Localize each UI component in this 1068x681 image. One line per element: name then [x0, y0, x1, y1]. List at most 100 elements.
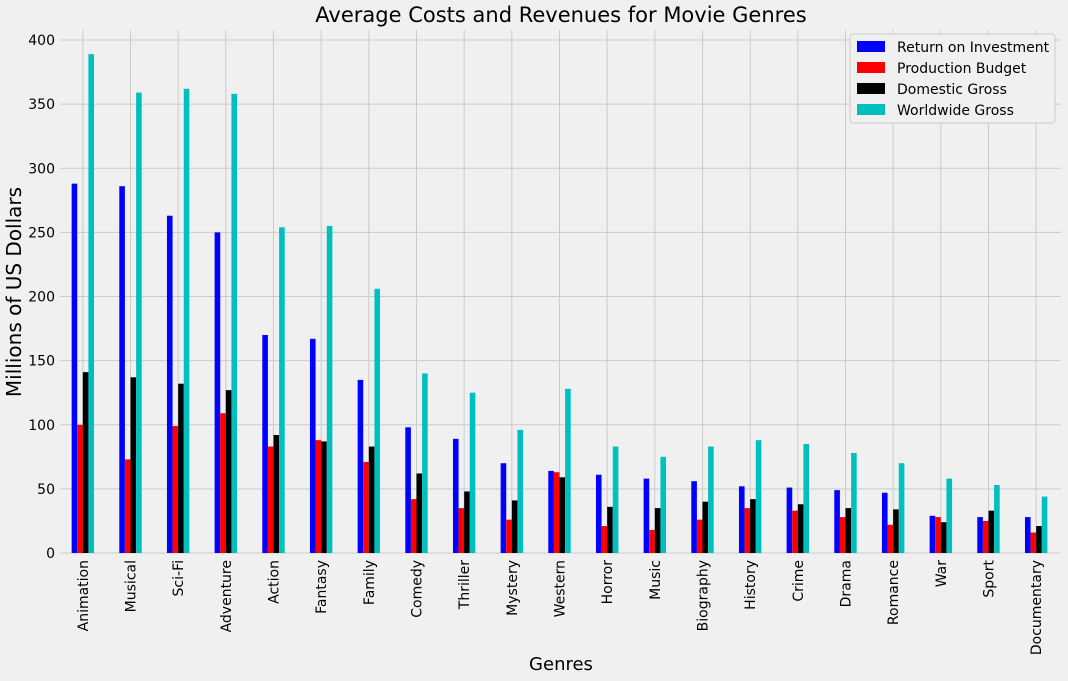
y-tick-label: 150 [28, 354, 55, 370]
bar [262, 334, 268, 553]
legend-label: Domestic Gross [897, 82, 1007, 98]
bar [595, 474, 602, 553]
bar [267, 446, 274, 553]
bar [225, 390, 232, 553]
bar [786, 487, 793, 553]
x-tick-label: Western [553, 560, 569, 617]
bar [231, 93, 238, 554]
legend: Return on Investment Production Budget Dom… [849, 33, 1056, 124]
y-tick-label: 0 [46, 546, 55, 562]
y-tick-label: 400 [28, 33, 55, 49]
x-tick-label: Sport [982, 559, 998, 597]
bar [1024, 517, 1031, 553]
bar [326, 225, 333, 553]
x-tick-label: Animation [76, 560, 92, 631]
bar [649, 529, 655, 553]
bar [548, 470, 554, 553]
bar [691, 481, 697, 553]
x-tick-label: History [743, 560, 759, 610]
bar [469, 392, 476, 553]
bar [220, 413, 226, 553]
x-tick-label: Thriller [457, 560, 473, 610]
bar [1036, 526, 1042, 553]
legend-swatch [857, 41, 885, 52]
y-tick-label: 100 [28, 418, 55, 434]
x-tick-label: Adventure [219, 560, 235, 632]
legend-label: Production Budget [897, 61, 1027, 77]
bar [368, 446, 375, 553]
bar [422, 373, 428, 553]
legend-box [849, 33, 1056, 124]
legend-label: Return on Investment [897, 40, 1050, 56]
bar [315, 440, 322, 553]
bar [803, 443, 810, 553]
bar [273, 435, 280, 553]
bar [696, 519, 703, 553]
bar [559, 477, 566, 553]
bar [982, 520, 989, 553]
bar [660, 456, 667, 553]
bar [309, 338, 316, 553]
chart-title: Average Costs and Revenues for Movie Gen… [315, 3, 806, 27]
bar [506, 519, 512, 553]
legend-swatch [857, 62, 885, 73]
bar [452, 438, 459, 553]
bar [88, 54, 95, 554]
bar [321, 441, 327, 553]
bar [214, 232, 221, 553]
x-tick-label: Musical [124, 560, 140, 612]
x-tick-label: Music [648, 560, 664, 600]
bar [119, 186, 125, 553]
bar [994, 485, 1000, 553]
bar [887, 524, 894, 553]
x-tick-label: Romance [886, 560, 902, 625]
bar [464, 491, 470, 553]
x-tick-label: Documentary [1029, 560, 1045, 655]
bar [898, 463, 905, 553]
bar [279, 227, 285, 553]
bar [940, 522, 947, 553]
bar [607, 506, 613, 553]
bar [136, 92, 142, 554]
bar [977, 517, 983, 553]
x-tick-label: Biography [696, 560, 712, 631]
bar [77, 424, 83, 553]
x-tick-label: Mystery [505, 560, 521, 616]
bar [416, 473, 423, 553]
legend-swatch [857, 83, 885, 94]
bar [1041, 496, 1048, 553]
y-axis-label: Millions of US Dollars [2, 187, 26, 397]
bar [792, 510, 798, 553]
bar [738, 486, 745, 553]
bar [130, 377, 137, 553]
bar [851, 452, 857, 553]
bar [511, 500, 518, 553]
y-tick-label: 250 [28, 225, 55, 241]
bar [458, 508, 465, 553]
y-tick-label: 300 [28, 161, 55, 177]
bar [374, 288, 381, 553]
bar [946, 478, 953, 553]
y-tick-label: 50 [37, 482, 55, 498]
bar [601, 526, 608, 553]
bar [172, 426, 179, 553]
bar [166, 215, 173, 553]
legend-label: Worldwide Gross [897, 103, 1014, 119]
x-tick-labels: Animation Musical Sci-Fi Adventure Action Fan… [76, 559, 1045, 655]
bar [183, 88, 190, 554]
bar [797, 504, 804, 553]
bar [750, 499, 756, 553]
bar [988, 510, 995, 553]
x-tick-label: Action [267, 560, 283, 604]
y-tick-label: 200 [28, 290, 55, 306]
bar [500, 463, 507, 553]
bar [82, 372, 89, 553]
bar [893, 509, 899, 553]
x-axis-label: Genres [529, 654, 593, 675]
bar [1030, 532, 1037, 553]
x-tick-label: Sci-Fi [171, 560, 187, 596]
bar [357, 379, 364, 553]
bar [929, 515, 936, 553]
bar [405, 427, 411, 553]
